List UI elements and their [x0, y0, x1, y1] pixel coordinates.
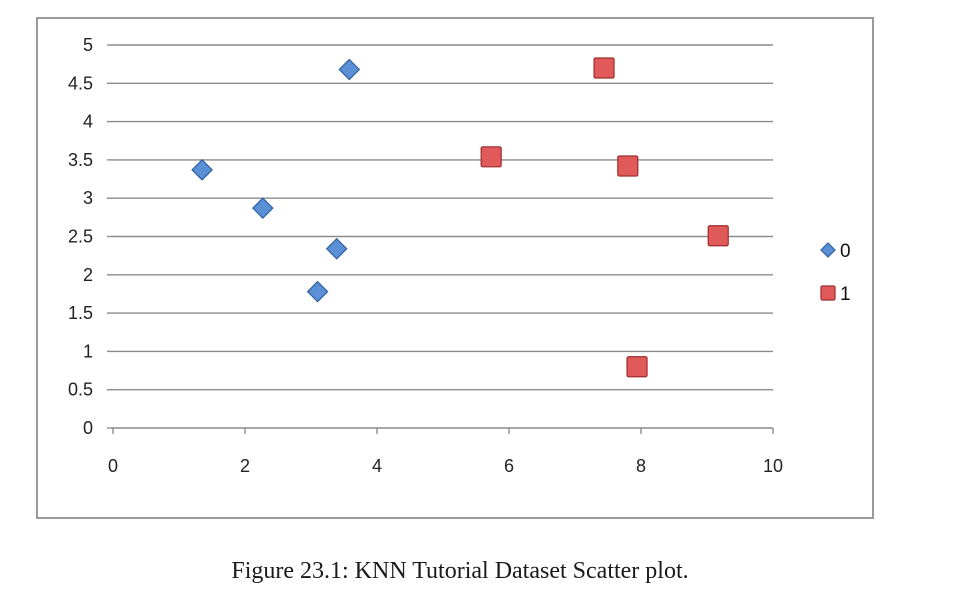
y-tick-label: 0 [83, 418, 93, 438]
x-tick-label: 10 [763, 456, 783, 476]
legend-label-0: 0 [840, 241, 851, 262]
y-tick-label: 5 [83, 35, 93, 55]
legend-marker-0 [820, 242, 836, 258]
y-tick-label: 0.5 [68, 380, 93, 400]
legend: 01 [820, 241, 851, 305]
data-point-series-1 [707, 225, 729, 247]
y-tick-label: 2.5 [68, 227, 93, 247]
x-tick-label: 8 [636, 456, 646, 476]
y-tick-label: 1 [83, 341, 93, 361]
x-tick-label: 2 [240, 456, 250, 476]
x-tick-label: 6 [504, 456, 514, 476]
data-point-series-1 [593, 57, 615, 79]
data-point-series-0 [338, 58, 361, 81]
scatter-plot: 00.511.522.533.544.550 2 4 6 8 10 01 [68, 35, 851, 476]
legend-marker-1 [820, 285, 836, 301]
y-tick-label: 4.5 [68, 73, 93, 93]
y-tick-label: 1.5 [68, 303, 93, 323]
legend-label-1: 1 [840, 284, 851, 305]
data-point-series-1 [617, 155, 639, 177]
data-point-series-0 [251, 197, 274, 220]
y-tick-label: 3.5 [68, 150, 93, 170]
data-point-series-0 [325, 237, 348, 260]
data-point-series-1 [626, 356, 648, 378]
x-tick-label: 4 [372, 456, 382, 476]
gridlines [113, 44, 773, 391]
data-point-series-0 [191, 159, 213, 181]
data-point-series-0 [306, 280, 329, 303]
y-tick-label: 4 [83, 112, 93, 132]
x-tick-label: 0 [108, 456, 118, 476]
y-tick-label: 2 [83, 265, 93, 285]
data-point-series-1 [480, 146, 502, 168]
y-tick-label: 3 [83, 188, 93, 208]
axes: 0 0.5 1 1.5 2 2.5 3 3.5 4 4.5 5 0 2 4 6 8 10 [68, 35, 783, 476]
data-points [191, 57, 729, 378]
figure-caption: Figure 23.1: KNN Tutorial Dataset Scatte… [231, 558, 689, 584]
